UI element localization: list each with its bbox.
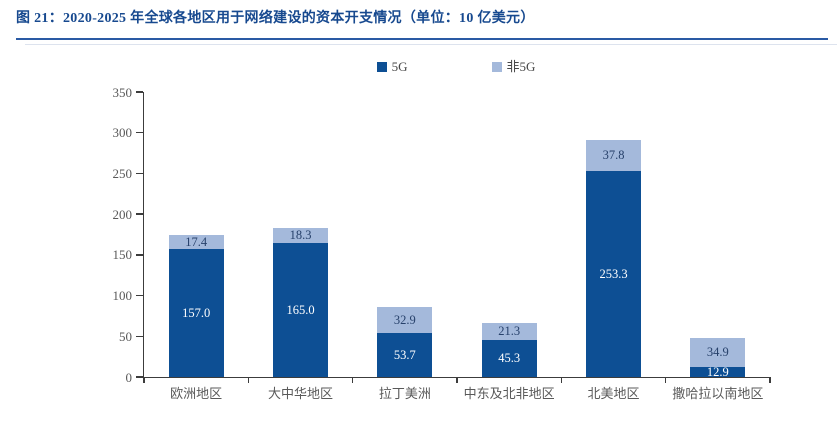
legend-item-5g: 5G	[376, 59, 408, 74]
chart-legend: 5G 非5G	[143, 60, 769, 73]
x-axis-tick	[769, 377, 771, 383]
x-axis-tick	[143, 377, 145, 383]
y-axis-tick-label: 350	[112, 84, 133, 100]
x-axis-category-label: 中东及北非地区	[463, 386, 555, 401]
plot-area: 0 50 100 150 200 250 300 350 欧洲地区 157.0 17.4 大中华地区 1…	[113, 86, 771, 400]
bar-segment-5g-sub-saharan: 12.9	[690, 364, 746, 379]
legend-label-5g: 5G	[391, 59, 408, 74]
bar-value-label: 53.7	[393, 347, 416, 362]
bar-value-label: 12.9	[706, 364, 729, 379]
legend-item-non-5g: 非5G	[491, 59, 536, 74]
bar-value-label: 45.3	[498, 351, 521, 366]
x-axis-category-label: 欧洲地区	[170, 386, 223, 401]
y-axis-tick	[136, 294, 143, 297]
bar-value-label: 32.9	[393, 312, 416, 327]
bar-value-label: 157.0	[182, 305, 211, 320]
x-axis-tick	[664, 377, 667, 383]
bar-segment-5g-greater-china: 165.0	[273, 242, 328, 377]
x-axis-category-label: 大中华地区	[267, 386, 333, 401]
y-axis-tick-label: 150	[112, 247, 133, 263]
bar-segment-5g-europe: 157.0	[168, 249, 224, 377]
legend-label-non-5g: 非5G	[506, 59, 536, 74]
bar-segment-5g-north-america: 253.3	[586, 170, 641, 377]
y-axis-tick	[136, 131, 143, 134]
x-axis-category-label: 北美地区	[587, 386, 640, 401]
title-underline	[16, 38, 828, 40]
x-axis-category-label: 撒哈拉以南地区	[672, 386, 764, 401]
bar-value-label: 21.3	[498, 324, 521, 339]
legend-swatch-non-5g-icon	[491, 61, 502, 72]
y-axis-tick-label: 200	[112, 206, 133, 222]
y-axis-tick	[136, 91, 143, 93]
y-axis-tick	[136, 213, 143, 215]
y-axis-tick	[136, 335, 143, 338]
y-axis-tick	[136, 254, 143, 256]
bar-segment-non-5g-europe: 17.4	[168, 234, 224, 250]
bar-segment-non-5g-greater-china: 18.3	[273, 227, 328, 243]
y-axis-tick	[136, 376, 143, 378]
bar-segment-non-5g-mena: 21.3	[481, 322, 537, 341]
bar-segment-5g-latin-america: 53.7	[377, 333, 433, 377]
legend-swatch-5g-icon	[376, 61, 387, 72]
bar-value-label: 17.4	[185, 234, 208, 249]
y-axis-tick-label: 50	[119, 328, 132, 344]
bar-segment-non-5g-sub-saharan: 34.9	[690, 338, 746, 367]
y-axis-tick-label: 0	[125, 369, 133, 385]
bar-value-label: 18.3	[289, 227, 312, 242]
bar-segment-non-5g-north-america: 37.8	[586, 139, 641, 171]
x-axis-tick	[456, 377, 458, 383]
bar-segment-non-5g-latin-america: 32.9	[377, 306, 433, 334]
x-axis-tick	[247, 377, 250, 383]
bar-value-label: 34.9	[706, 345, 729, 360]
y-axis-tick	[136, 172, 143, 175]
bar-value-label: 165.0	[286, 302, 315, 317]
y-axis-tick-label: 250	[112, 165, 133, 181]
bar-value-label: 37.8	[602, 148, 625, 163]
bar-value-label: 253.3	[599, 266, 628, 281]
y-axis-tick-label: 100	[112, 288, 133, 304]
bar-segment-5g-mena: 45.3	[481, 340, 537, 377]
figure-top-divider	[25, 44, 837, 45]
x-axis-tick	[351, 377, 354, 383]
y-axis-tick-label: 300	[112, 125, 133, 141]
x-axis-tick	[560, 377, 563, 383]
x-axis-category-label: 拉丁美洲	[378, 386, 431, 401]
figure-title: 图 21：2020-2025 年全球各地区用于网络建设的资本开支情况（单位：10…	[16, 11, 535, 26]
